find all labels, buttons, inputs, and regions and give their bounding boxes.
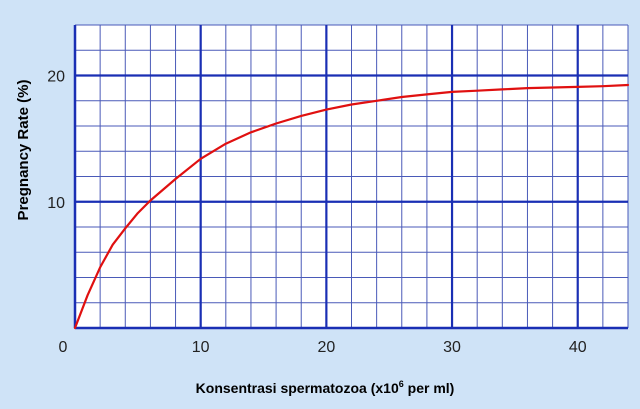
major-grid: [75, 25, 628, 328]
axes: [73, 25, 628, 330]
x-tick-label: 20: [317, 339, 335, 356]
x-tick-label: 30: [443, 339, 461, 356]
y-axis-label: Pregnancy Rate (%): [15, 80, 32, 221]
x-axis-label-main: Konsentrasi spermatozoa (x10: [196, 380, 399, 396]
series-group: [73, 83, 630, 330]
x-tick-label: 40: [569, 339, 587, 356]
x-axis-label-superscript: 6: [399, 379, 404, 389]
series-line: [73, 83, 630, 330]
y-tick-labels: 10 20: [47, 69, 65, 212]
x-tick-labels: 0 10 20 30 40: [59, 339, 587, 356]
y-tick-label: 20: [47, 69, 65, 86]
x-axis-label-end: per ml): [404, 380, 455, 396]
x-tick-label: 10: [192, 339, 210, 356]
x-axis-label: Konsentrasi spermatozoa (x106 per ml): [196, 379, 455, 396]
x-tick-label: 0: [59, 339, 68, 356]
y-tick-label: 10: [47, 195, 65, 212]
